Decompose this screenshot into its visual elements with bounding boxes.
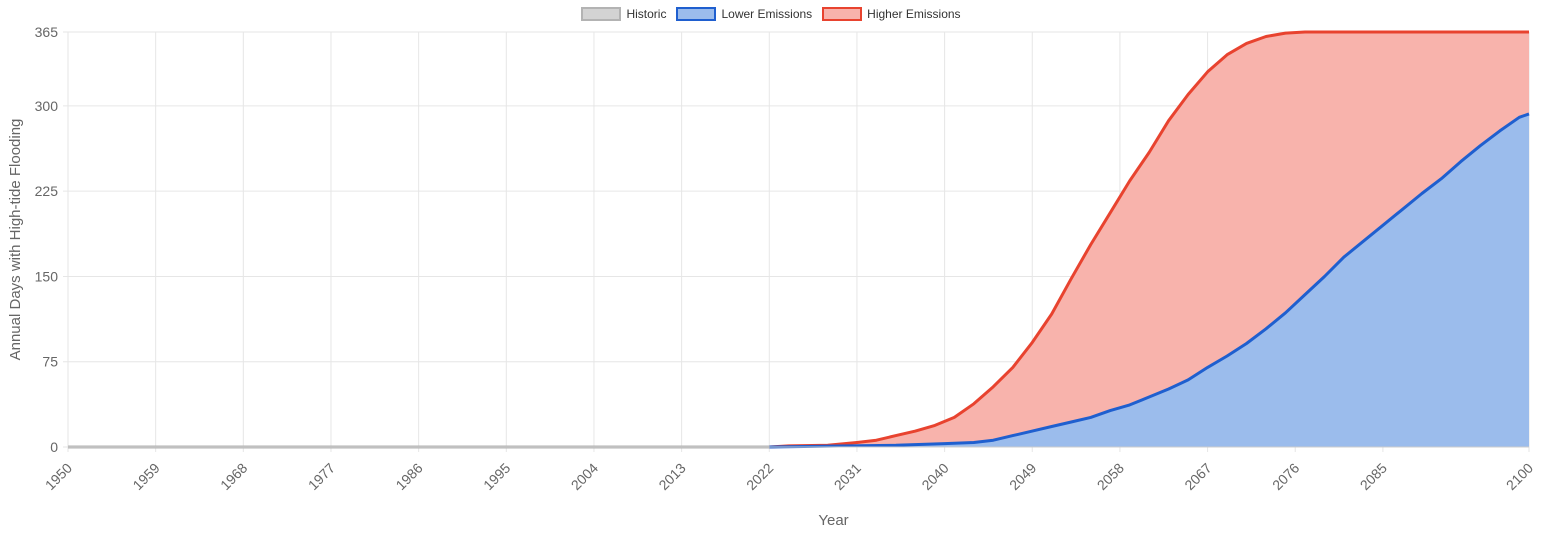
y-tick-label: 0: [50, 439, 58, 455]
x-tick-label: 2049: [1006, 460, 1039, 493]
x-tick-label: 2022: [743, 460, 776, 493]
series-line-higher-emissions: [769, 30, 1529, 449]
x-tick-label: 1950: [42, 460, 75, 493]
y-tick-label: 75: [42, 354, 58, 370]
x-tick-label: 1977: [305, 460, 338, 493]
x-tick-label: 1959: [129, 460, 162, 493]
legend-swatch-lower-emissions: [676, 7, 717, 21]
x-tick-label: 2013: [655, 460, 688, 493]
legend-label-lower-emissions: Lower Emissions: [721, 7, 813, 21]
series-line-lower-emissions: [769, 112, 1530, 449]
y-tick-label: 150: [35, 268, 59, 284]
legend-item-higher-emissions[interactable]: Higher Emissions: [822, 7, 961, 21]
legend-item-historic[interactable]: Historic: [581, 7, 666, 21]
legend-item-lower-emissions[interactable]: Lower Emissions: [676, 7, 812, 21]
x-tick-label: 2100: [1503, 460, 1536, 493]
x-tick-label: 2004: [568, 460, 601, 493]
x-tick-label: 2076: [1269, 460, 1302, 493]
legend-label-historic: Historic: [626, 7, 667, 21]
legend-label-higher-emissions: Higher Emissions: [867, 7, 961, 21]
x-tick-label: 2058: [1094, 460, 1127, 493]
y-axis-title: Annual Days with High-tide Flooding: [7, 119, 24, 361]
x-tick-label: 1986: [392, 460, 425, 493]
x-tick-label: 2031: [831, 460, 864, 493]
legend-swatch-higher-emissions: [822, 7, 863, 21]
x-tick-label: 2067: [1181, 460, 1214, 493]
y-tick-label: 300: [35, 98, 59, 114]
y-tick-label: 225: [35, 183, 59, 199]
x-tick-label: 2085: [1357, 460, 1390, 493]
series-area-lower-emissions: [769, 113, 1529, 448]
x-tick-label: 2040: [918, 460, 951, 493]
x-tick-label: 1968: [217, 460, 250, 493]
chart-legend: Historic Lower Emissions Higher Emission…: [0, 7, 1542, 21]
x-tick-label: 1995: [480, 460, 513, 493]
legend-swatch-historic: [581, 7, 622, 21]
x-axis-title: Year: [818, 512, 848, 529]
y-tick-label: 365: [35, 24, 59, 40]
